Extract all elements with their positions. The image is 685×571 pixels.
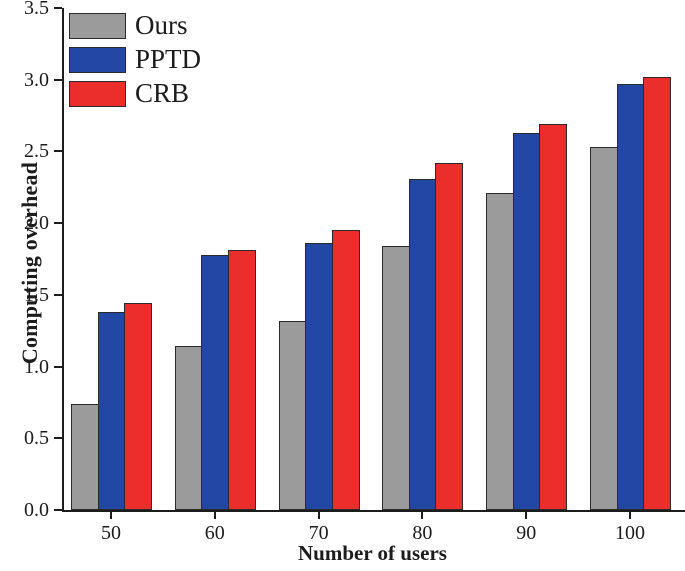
y-tick-mark xyxy=(54,222,62,225)
bar-crb-50 xyxy=(124,303,152,510)
x-tick-mark xyxy=(421,511,424,519)
bar-group-50 xyxy=(71,303,152,510)
legend-swatch-ours xyxy=(69,12,126,39)
bar-pptd-50 xyxy=(97,312,126,510)
x-tick-mark xyxy=(213,511,216,519)
x-tick-label: 50 xyxy=(101,522,121,544)
y-tick-label: 0.0 xyxy=(24,499,49,521)
y-tick-mark xyxy=(54,150,62,153)
legend-label: CRB xyxy=(135,78,190,108)
x-tick-label: 90 xyxy=(516,522,537,544)
y-axis-ticks: 0.0 0.5 1.0 1.5 2.0 2.5 3.0 3.5 xyxy=(0,0,62,521)
plot-area: Ours PPTD CRB xyxy=(62,8,685,512)
y-tick-mark xyxy=(54,7,62,9)
y-tick-label: 2.5 xyxy=(24,140,49,163)
x-axis-ticks: 50 60 70 80 90 100 xyxy=(62,510,683,565)
bar-pptd-80 xyxy=(408,179,437,510)
y-tick-label: 1.5 xyxy=(24,283,49,306)
legend-label: Ours xyxy=(135,10,188,40)
legend: Ours PPTD CRB xyxy=(69,12,201,107)
legend-item-pptd: PPTD xyxy=(69,46,201,73)
legend-swatch-pptd xyxy=(69,46,126,73)
y-tick-mark xyxy=(54,365,62,368)
bar-ours-100 xyxy=(590,147,618,510)
y-tick-label: 3.5 xyxy=(24,0,49,19)
bar-crb-70 xyxy=(331,230,360,510)
bar-group-90 xyxy=(486,124,568,510)
bar-pptd-100 xyxy=(616,84,645,510)
x-tick-mark xyxy=(629,511,631,519)
bar-ours-60 xyxy=(174,346,203,510)
legend-item-ours: Ours xyxy=(69,12,201,39)
y-tick-label: 3.0 xyxy=(24,68,49,91)
legend-swatch-crb xyxy=(69,80,126,107)
x-tick-label: 60 xyxy=(204,522,225,544)
bar-group-70 xyxy=(278,230,360,510)
bar-pptd-60 xyxy=(201,255,230,510)
bar-group-60 xyxy=(174,250,256,510)
y-tick-label: 0.5 xyxy=(24,427,49,450)
x-tick-mark xyxy=(525,511,528,519)
bar-crb-90 xyxy=(539,124,568,510)
y-tick-label: 2.0 xyxy=(24,212,49,235)
bar-group-100 xyxy=(590,77,671,510)
bar-ours-70 xyxy=(278,321,307,510)
bar-pptd-90 xyxy=(512,133,541,510)
x-tick-label: 100 xyxy=(615,522,645,544)
x-tick-mark xyxy=(110,511,112,519)
x-tick-mark xyxy=(317,511,320,519)
bar-pptd-70 xyxy=(305,243,334,510)
x-tick-label: 80 xyxy=(412,522,433,544)
bar-crb-100 xyxy=(643,77,671,510)
y-tick-mark xyxy=(54,509,62,511)
bar-group-80 xyxy=(382,163,464,510)
bar-ours-90 xyxy=(486,193,515,510)
x-tick-label: 70 xyxy=(308,522,329,544)
legend-label: PPTD xyxy=(135,44,202,74)
x-axis-label: Number of users xyxy=(298,541,447,565)
y-tick-mark xyxy=(54,293,62,296)
y-tick-label: 1.0 xyxy=(24,355,49,378)
legend-item-crb: CRB xyxy=(69,80,201,107)
y-tick-mark xyxy=(54,437,62,440)
bar-crb-60 xyxy=(227,250,256,510)
bar-crb-80 xyxy=(435,163,464,510)
bar-ours-80 xyxy=(382,246,411,510)
bar-ours-50 xyxy=(71,404,99,510)
y-tick-mark xyxy=(54,78,62,81)
